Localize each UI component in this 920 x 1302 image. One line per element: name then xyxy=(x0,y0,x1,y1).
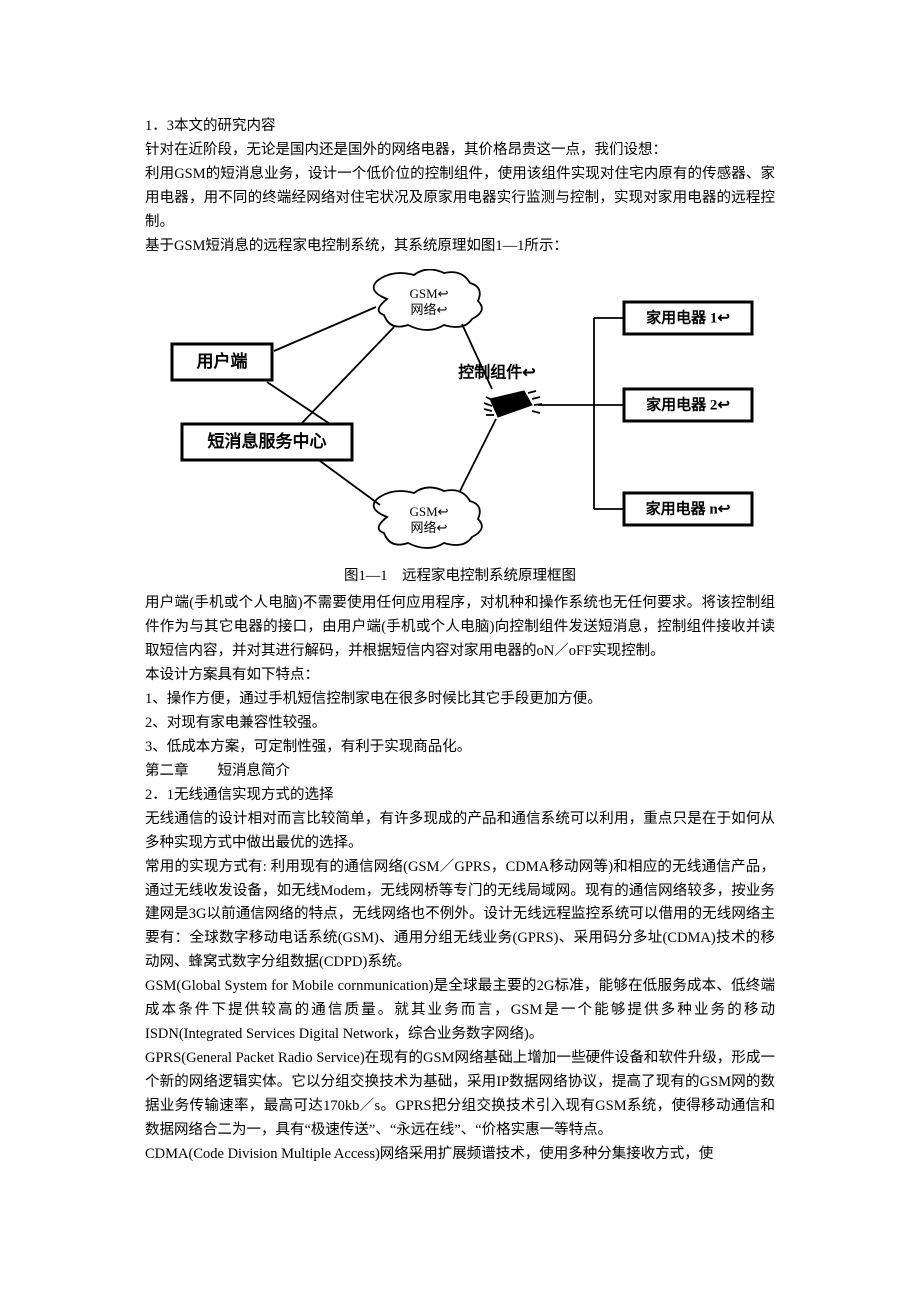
paragraph: 基于GSM短消息的远程家电控制系统，其系统原理如图1—1所示： xyxy=(145,235,775,259)
paragraph: GSM(Global System for Mobile cornmunicat… xyxy=(145,975,775,1047)
section-heading-1-3: 1．3本文的研究内容 xyxy=(145,115,775,139)
list-item: 3、低成本方案，可定制性强，有利于实现商品化。 xyxy=(145,736,775,760)
chip-icon xyxy=(484,391,542,417)
document-page: 1．3本文的研究内容 针对在近阶段，无论是国内还是国外的网络电器，其价格昂贵这一… xyxy=(0,0,920,1227)
chapter-heading: 第二章 短消息简介 xyxy=(145,760,775,784)
list-item: 1、操作方便，通过手机短信控制家电在很多时候比其它手段更加方便。 xyxy=(145,688,775,712)
paragraph: 无线通信的设计相对而言比较简单，有许多现成的产品和通信系统可以利用，重点只是在于… xyxy=(145,808,775,856)
device1-label: 家用电器 1↩ xyxy=(646,308,730,326)
section-heading-2-1: 2．1无线通信实现方式的选择 xyxy=(145,784,775,808)
figure-caption: 图1—1 远程家电控制系统原理框图 xyxy=(145,565,775,589)
device3-label: 家用电器 n↩ xyxy=(646,499,731,517)
gsm-top-line2: 网络↩ xyxy=(411,302,448,317)
edge-gsmbot-ctrl xyxy=(460,419,496,491)
paragraph: 针对在近阶段，无论是国内还是国外的网络电器，其价格昂贵这一点，我们设想： xyxy=(145,139,775,163)
node-user-label: 用户端 xyxy=(197,350,248,370)
gsm-top-line1: GSM↩ xyxy=(409,286,448,301)
paragraph: CDMA(Code Division Multiple Access)网络采用扩… xyxy=(145,1143,775,1167)
edge-sms-gsmtop xyxy=(302,327,394,423)
system-diagram: 用户端 短消息服务中心 GSM↩ 网络↩ GSM↩ 网络↩ 控制组件↩ xyxy=(162,269,758,559)
device2-label: 家用电器 2↩ xyxy=(646,395,730,413)
gsm-bot-line1: GSM↩ xyxy=(409,504,448,519)
edge-user-gsm xyxy=(274,307,376,351)
paragraph: 利用GSM的短消息业务，设计一个低价位的控制组件，使用该组件实现对住宅内原有的传… xyxy=(145,163,775,235)
paragraph: 本设计方案具有如下特点： xyxy=(145,664,775,688)
paragraph: 用户端(手机或个人电脑)不需要使用任何应用程序，对机种和操作系统也无任何要求。将… xyxy=(145,592,775,664)
list-item: 2、对现有家电兼容性较强。 xyxy=(145,712,775,736)
node-control-label: 控制组件↩ xyxy=(458,362,535,381)
edge-sms-gsmbot xyxy=(320,461,380,505)
node-sms-center-label: 短消息服务中心 xyxy=(208,430,327,450)
paragraph: 常用的实现方式有: 利用现有的通信网络(GSM／GPRS，CDMA移动网等)和相… xyxy=(145,856,775,976)
figure-1-1: 用户端 短消息服务中心 GSM↩ 网络↩ GSM↩ 网络↩ 控制组件↩ xyxy=(145,269,775,559)
gsm-bot-line2: 网络↩ xyxy=(411,520,448,535)
paragraph: GPRS(General Packet Radio Service)在现有的GS… xyxy=(145,1047,775,1143)
